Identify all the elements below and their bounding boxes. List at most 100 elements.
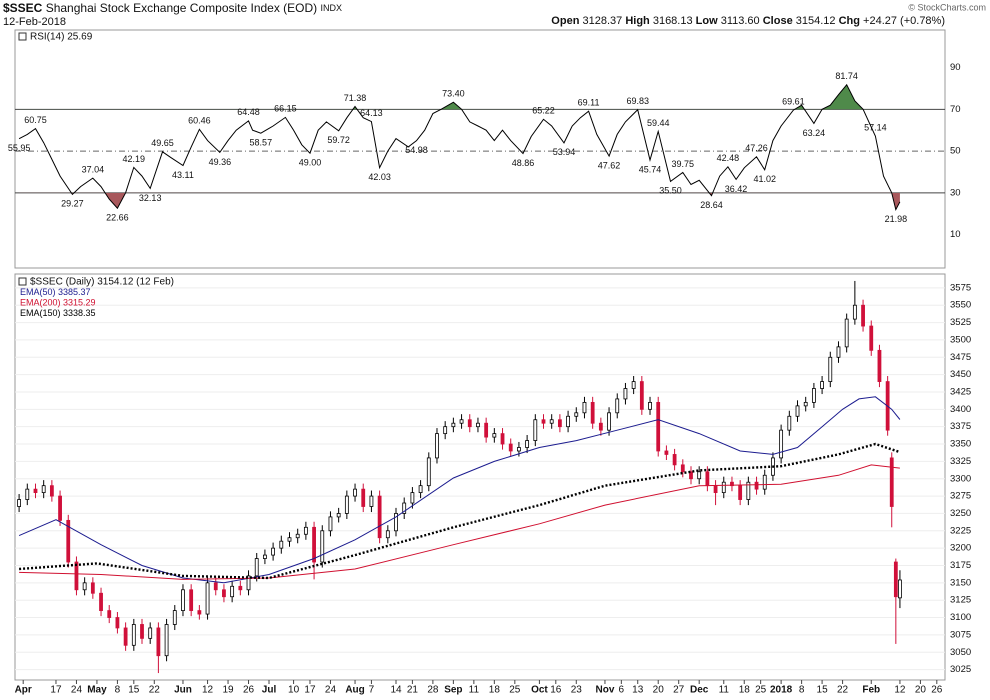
watermark: © StockCharts.com — [908, 2, 986, 12]
y-tick-label: 3400 — [950, 404, 971, 415]
candle-body — [82, 582, 87, 591]
candle-body — [213, 582, 218, 591]
candle-body — [312, 526, 316, 563]
candle-body — [107, 610, 112, 618]
candle-body — [25, 488, 30, 500]
candle-body — [279, 540, 284, 549]
quote-label: Low — [696, 15, 718, 27]
candle-body — [508, 443, 513, 452]
x-tick-label: 24 — [71, 685, 83, 696]
ema-line — [19, 442, 901, 580]
y-tick-label: 3100 — [950, 612, 971, 623]
candle-body — [762, 474, 767, 490]
x-tick-label: 7 — [369, 685, 375, 696]
rsi-value-label: 21.98 — [885, 214, 908, 224]
rsi-value-label: 48.86 — [512, 158, 535, 168]
x-tick-label: 11 — [469, 685, 480, 696]
candle-body — [820, 381, 824, 389]
y-tick-label: 3175 — [950, 560, 971, 571]
candle-body — [197, 610, 202, 615]
y-tick-label: 3375 — [950, 421, 971, 432]
x-tick-label: 26 — [243, 685, 255, 696]
rsi-value-label: 60.75 — [24, 115, 47, 125]
rsi-value-label: 49.36 — [209, 157, 232, 167]
candle-body — [336, 513, 341, 518]
y-tick-label: 30 — [950, 187, 961, 198]
y-tick-label: 90 — [950, 62, 961, 73]
candle-body — [754, 481, 759, 490]
x-tick-label: 15 — [128, 685, 140, 696]
x-tick-label: 14 — [390, 685, 402, 696]
rsi-value-label: 49.65 — [151, 138, 174, 148]
candle-body — [303, 526, 308, 535]
x-tick-label: 17 — [50, 685, 62, 696]
candle-body — [656, 401, 661, 452]
x-tick-label: 21 — [407, 685, 419, 696]
y-tick-label: 3525 — [950, 317, 971, 328]
candle-body — [893, 561, 898, 598]
candle-body — [795, 405, 800, 417]
x-tick-label: 24 — [325, 685, 337, 696]
quote-label: Chg — [839, 15, 860, 27]
candle-body — [615, 398, 620, 414]
y-tick-label: 3250 — [950, 508, 971, 519]
x-tick-label: Jun — [174, 685, 192, 696]
candle-body — [58, 495, 62, 521]
candle-body — [779, 429, 784, 459]
candle-body — [738, 485, 743, 500]
rsi-value-label: 71.38 — [344, 93, 367, 103]
x-tick-label: Jul — [262, 685, 277, 696]
rsi-value-label: 35.50 — [659, 186, 682, 196]
price-icon — [18, 277, 27, 286]
candle-body — [549, 419, 554, 424]
header-date: 12-Feb-2018 — [3, 16, 66, 28]
candle-body — [385, 530, 390, 539]
quote-value: +24.27 (+0.78%) — [863, 15, 945, 27]
candle-body — [238, 585, 243, 591]
candle-body — [730, 481, 734, 487]
candle-body — [664, 450, 669, 455]
candle-body — [607, 412, 611, 431]
quote-value: 3168.13 — [653, 15, 693, 27]
legend-value: 3315.29 — [63, 298, 96, 308]
candle-body — [697, 471, 702, 480]
x-tick-label: 22 — [837, 685, 849, 696]
candle-body — [246, 575, 251, 591]
rsi-value-label: 37.04 — [82, 165, 105, 175]
rsi-value-label: 28.64 — [700, 200, 723, 210]
candle-body — [115, 617, 120, 629]
candle-body — [123, 627, 128, 646]
rsi-value-label: 53.94 — [553, 147, 576, 157]
rsi-value-label: 63.24 — [803, 128, 826, 138]
candle-body — [639, 381, 644, 410]
x-tick-label: 12 — [202, 685, 214, 696]
y-tick-label: 3550 — [950, 300, 971, 311]
x-tick-label: 19 — [222, 685, 234, 696]
candle-body — [500, 433, 505, 445]
candle-body — [557, 419, 562, 428]
candle-body — [598, 422, 603, 431]
rsi-value-label: 41.02 — [753, 174, 776, 184]
quote-label: Close — [763, 15, 793, 27]
rsi-value-label: 58.57 — [250, 138, 273, 148]
candle-body — [852, 304, 857, 320]
legend-entry: EMA(50) 3385.37 — [20, 287, 91, 297]
y-tick-label: 3125 — [950, 595, 971, 606]
y-tick-label: 3425 — [950, 386, 971, 397]
rsi-value-label: 65.22 — [532, 106, 555, 116]
rsi-value-label: 69.83 — [626, 96, 649, 106]
candle-body — [533, 419, 538, 441]
x-tick-label: 28 — [427, 685, 439, 696]
legend-value: 3338.35 — [63, 308, 96, 318]
price-label: $SSEC (Daily) 3154.12 (12 Feb) — [30, 277, 174, 288]
ema-line — [19, 464, 900, 580]
legend-name: EMA(50) — [20, 287, 56, 297]
candle-body — [898, 579, 902, 599]
candle-body — [566, 415, 570, 428]
candle-body — [672, 454, 677, 466]
legend-name: EMA(150) — [20, 308, 61, 318]
x-tick-label: 8 — [799, 685, 805, 696]
candle-body — [156, 627, 161, 657]
quote-label: Open — [551, 15, 579, 27]
quote-label: High — [625, 15, 650, 27]
